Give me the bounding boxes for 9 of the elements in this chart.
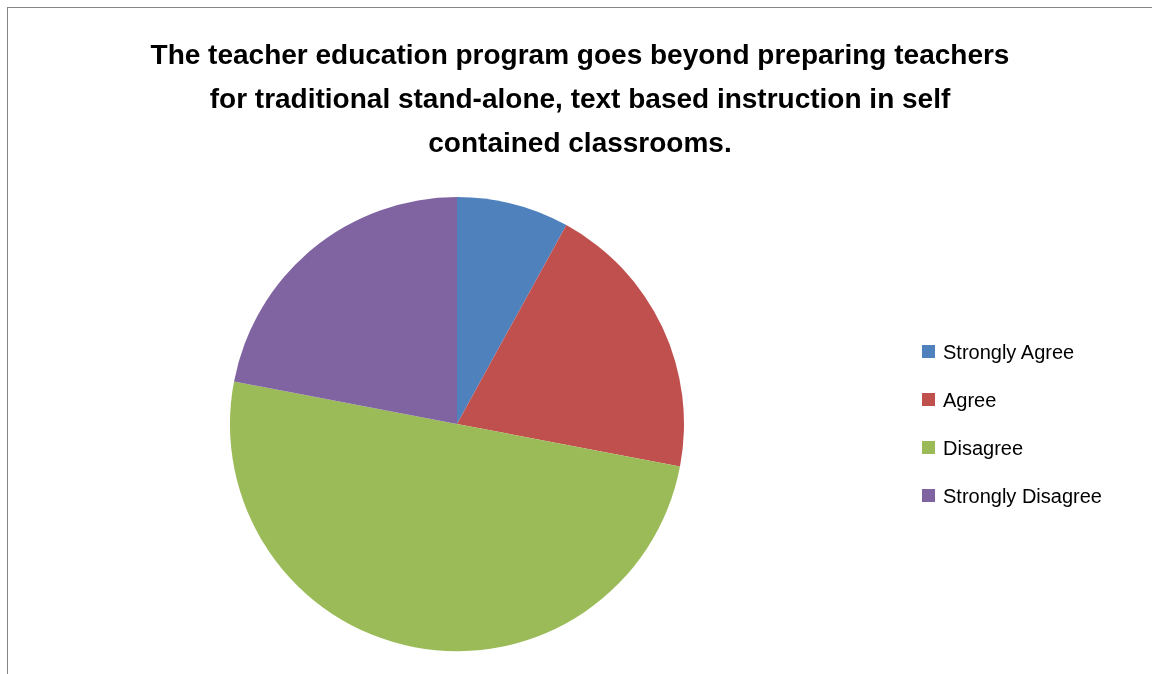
pie-slice <box>457 197 567 424</box>
legend-label: Strongly Disagree <box>943 485 1102 507</box>
legend-label: Agree <box>943 389 997 411</box>
pie-slice <box>234 197 457 424</box>
pie-slice <box>457 225 684 467</box>
legend-label: Strongly Agree <box>943 341 1075 363</box>
chart-title: The teacher education program goes beyond preparing teachers for traditional stand-alone, text based instruction in self contained classrooms. <box>150 39 1010 158</box>
legend-label: Disagree <box>943 437 1024 459</box>
pie-slice <box>230 381 680 652</box>
